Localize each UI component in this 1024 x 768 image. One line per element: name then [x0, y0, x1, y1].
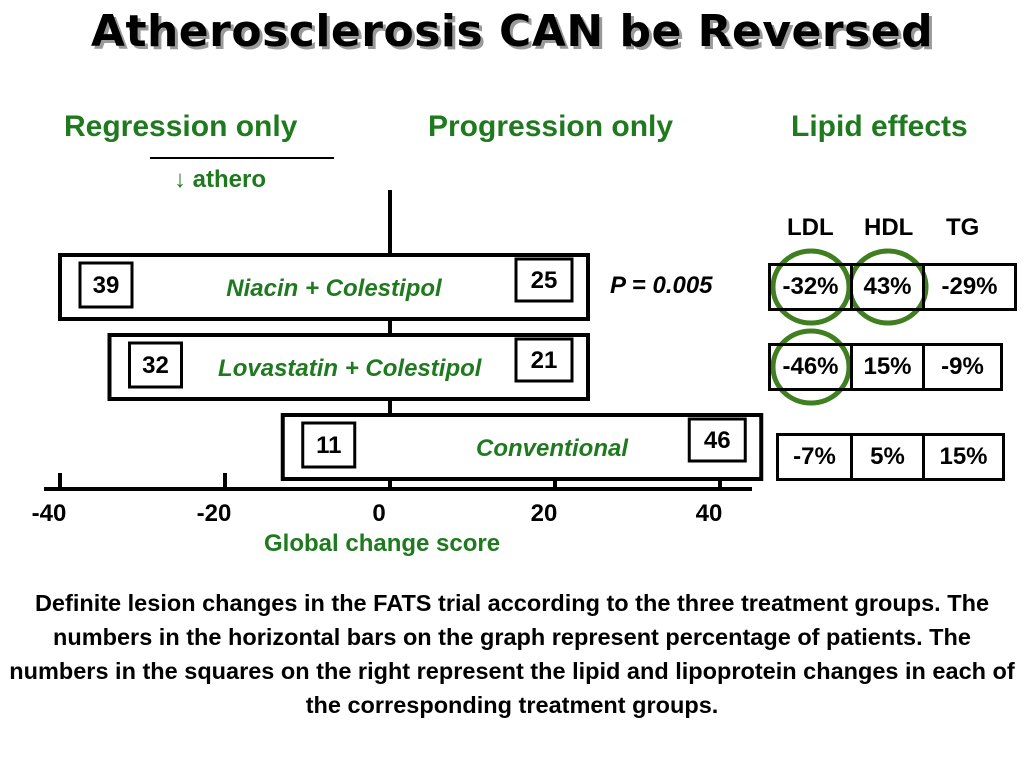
group-name: Conventional	[476, 435, 629, 462]
hdl-cell: 5%	[850, 433, 925, 481]
lipid-effects-header: Lipid effects	[791, 110, 968, 143]
group-name: Niacin + Colestipol	[226, 275, 443, 302]
group-name: Lovastatin + Colestipol	[218, 355, 483, 382]
tg-column-header: TG	[946, 214, 980, 241]
ldl-column-header: LDL	[787, 214, 834, 241]
progression-value: 25	[531, 267, 558, 294]
tg-cell: -9%	[922, 343, 1003, 391]
regression-box	[78, 261, 134, 309]
highlight-circle	[770, 328, 852, 406]
x-axis-title: Global change score	[264, 530, 501, 557]
p-value: P = 0.005	[610, 272, 713, 299]
hdl-column-header: HDL	[864, 214, 914, 241]
athero-note: ↓ athero	[174, 166, 267, 193]
regression-underline	[150, 157, 334, 159]
slide-title: Atherosclerosis CAN be Reversed	[90, 6, 934, 57]
x-tick-label: 20	[531, 500, 558, 527]
hdl-cell: 43%	[850, 263, 925, 311]
caption-text: Definite lesion changes in the FATS tria…	[9, 590, 1015, 718]
ldl-cell: -46%	[768, 343, 853, 391]
progression-box	[687, 417, 747, 463]
regression-value: 11	[316, 432, 341, 459]
group-bar	[58, 253, 590, 321]
ldl-cell: -32%	[768, 263, 853, 311]
progression-box	[514, 337, 574, 383]
regression-box	[128, 341, 183, 389]
regression-box	[301, 421, 357, 469]
x-tick-label: -20	[197, 500, 232, 527]
tg-cell: -29%	[922, 263, 1017, 311]
progression-value: 46	[704, 427, 731, 454]
progression-box	[514, 257, 574, 303]
group-bar	[107, 333, 590, 401]
hdl-cell: 15%	[850, 343, 925, 391]
ldl-cell: -7%	[776, 433, 853, 481]
x-tick-label: 0	[372, 500, 385, 527]
progression-header: Progression only	[428, 110, 674, 143]
regression-value: 32	[142, 352, 169, 379]
regression-header: Regression only	[64, 110, 298, 143]
group-bar	[280, 413, 764, 481]
x-tick-label: 40	[696, 500, 723, 527]
regression-value: 39	[93, 272, 120, 299]
x-tick-label: -40	[32, 500, 67, 527]
tg-cell: 15%	[922, 433, 1005, 481]
progression-value: 21	[531, 347, 558, 374]
